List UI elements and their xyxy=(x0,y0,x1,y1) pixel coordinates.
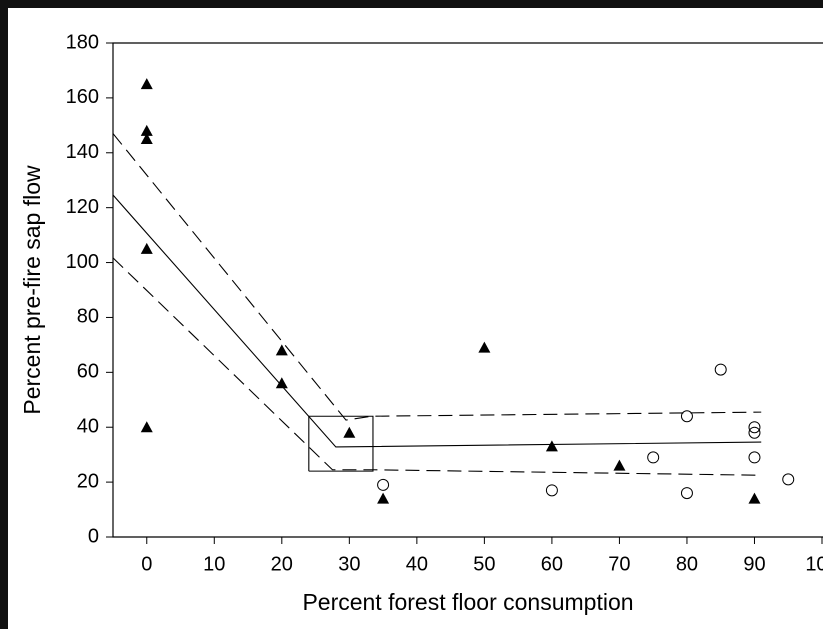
x-axis-label: Percent forest floor consumption xyxy=(302,589,633,615)
x-tick-label: 10 xyxy=(203,553,225,575)
circle-point xyxy=(545,484,558,497)
y-tick-label: 0 xyxy=(88,525,99,547)
y-axis-label: Percent pre-fire sap flow xyxy=(19,165,45,415)
solid-line xyxy=(112,194,762,448)
x-tick-label: 100 xyxy=(805,553,823,575)
y-tick-label: 60 xyxy=(77,361,99,383)
circle-point xyxy=(748,421,761,434)
circle-point xyxy=(680,410,693,423)
y-tick-label: 140 xyxy=(66,141,99,163)
x-tick-label: 0 xyxy=(141,553,152,575)
triangle-point xyxy=(140,133,153,145)
triangle-point xyxy=(140,124,153,136)
circle-point xyxy=(748,426,761,439)
x-tick-label: 80 xyxy=(676,553,698,575)
y-tick-label: 180 xyxy=(66,31,99,53)
y-tick-label: 160 xyxy=(66,86,99,108)
dashed-line xyxy=(112,257,762,476)
axis-frame xyxy=(112,42,823,538)
circle-point xyxy=(748,451,761,464)
box-line xyxy=(308,415,374,472)
dashed-line xyxy=(112,133,762,421)
circle-point xyxy=(647,451,660,464)
triangle-point xyxy=(377,492,390,504)
circle-point xyxy=(782,473,795,486)
triangle-point xyxy=(140,242,153,254)
triangle-point xyxy=(545,440,558,452)
triangle-point xyxy=(275,377,288,389)
y-tick-label: 100 xyxy=(66,251,99,273)
triangle-point xyxy=(748,492,761,504)
y-tick-label: 40 xyxy=(77,416,99,438)
triangle-point xyxy=(343,426,356,438)
circle-point xyxy=(377,478,390,491)
triangle-point xyxy=(478,341,491,353)
x-tick-label: 20 xyxy=(271,553,293,575)
x-tick-label: 30 xyxy=(338,553,360,575)
circle-point xyxy=(680,487,693,500)
y-tick-label: 120 xyxy=(66,196,99,218)
y-tick-label: 20 xyxy=(77,470,99,492)
triangle-point xyxy=(140,78,153,90)
triangle-point xyxy=(275,344,288,356)
triangle-point xyxy=(140,421,153,433)
x-tick-label: 60 xyxy=(541,553,563,575)
x-tick-label: 50 xyxy=(473,553,495,575)
x-tick-label: 90 xyxy=(743,553,765,575)
circle-point xyxy=(714,363,727,376)
y-tick-label: 80 xyxy=(77,306,99,328)
x-tick-label: 40 xyxy=(406,553,428,575)
x-tick-label: 70 xyxy=(608,553,630,575)
triangle-point xyxy=(613,459,626,471)
